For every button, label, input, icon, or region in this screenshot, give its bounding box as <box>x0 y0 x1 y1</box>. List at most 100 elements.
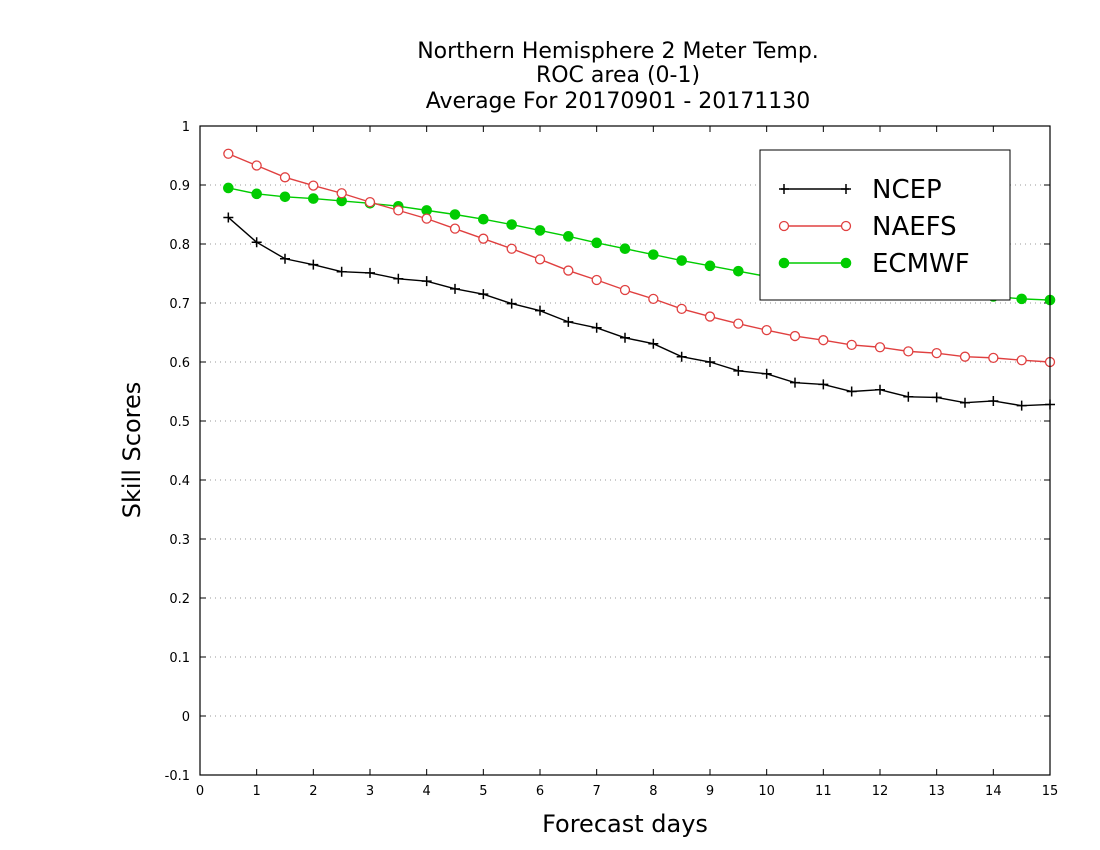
naefs-point <box>279 172 291 183</box>
x-tick-label: 13 <box>928 784 945 799</box>
naefs-point <box>733 318 744 329</box>
naefs-point <box>223 148 234 159</box>
naefs-point <box>931 347 942 359</box>
naefs-point <box>818 335 829 346</box>
naefs-point <box>761 324 772 336</box>
ncep-point <box>875 384 885 395</box>
naefs-point <box>308 180 319 191</box>
x-tick-label: 5 <box>479 784 487 799</box>
naefs-point <box>648 293 659 305</box>
naefs-point <box>591 274 602 286</box>
ncep-point <box>421 276 432 287</box>
naefs-point <box>364 196 376 208</box>
ecmwf-point <box>251 188 262 200</box>
legend-marker-ecmwf <box>778 257 790 269</box>
ncep-point <box>563 316 574 327</box>
legend-item-ecmwf: ECMWF <box>778 249 970 279</box>
naefs-point <box>393 205 404 216</box>
chart-title: Northern Hemisphere 2 Meter Temp. ROC ar… <box>417 39 819 114</box>
y-tick-label: 0.3 <box>169 533 190 548</box>
y-tick-label: 0.6 <box>169 356 190 371</box>
x-tick-label: 1 <box>253 784 261 799</box>
naefs-point <box>903 346 914 357</box>
ecmwf-point <box>279 191 291 203</box>
series-ncep <box>223 212 1055 411</box>
legend-label-ncep: NCEP <box>872 175 942 205</box>
legend-item-naefs: NAEFS <box>778 212 957 242</box>
ncep-point <box>761 368 772 379</box>
ncep-point <box>846 386 857 397</box>
ncep-point <box>336 266 347 277</box>
x-tick-label: 10 <box>758 784 775 799</box>
naefs-point <box>789 330 801 342</box>
series-naefs <box>223 148 1056 368</box>
ecmwf-point <box>1016 293 1027 305</box>
x-tick-label: 7 <box>593 784 601 799</box>
ecmwf-point <box>591 237 602 249</box>
legend-box <box>759 149 1011 301</box>
ecmwf-point <box>449 209 461 220</box>
y-tick-label: 0.4 <box>169 474 190 489</box>
y-tick-label: 0 <box>182 710 190 725</box>
naefs-point <box>846 339 857 351</box>
naefs-point <box>1016 355 1027 366</box>
legend: NCEP NAEFS ECMWF <box>759 149 1011 301</box>
x-tick-label: 9 <box>706 784 714 799</box>
ncep-point <box>1016 400 1027 411</box>
ncep-point <box>506 298 517 309</box>
ncep-point <box>251 237 262 248</box>
ncep-point <box>393 273 404 284</box>
naefs-point <box>704 311 716 322</box>
naefs-point <box>563 265 574 276</box>
ncep-point <box>988 395 999 406</box>
legend-marker-ncep <box>841 184 851 194</box>
title-line-2: ROC area (0-1) <box>536 63 700 88</box>
ecmwf-point <box>478 213 489 225</box>
ncep-point <box>648 338 659 349</box>
naefs-point <box>959 351 971 362</box>
y-tick-label: 0.8 <box>169 238 190 253</box>
naefs-point <box>874 342 886 353</box>
ecmwf-point <box>506 219 517 230</box>
y-tick-label: 0.2 <box>169 592 190 607</box>
naefs-point <box>619 284 631 296</box>
x-tick-label: 15 <box>1042 784 1059 799</box>
ncep-point <box>223 212 234 223</box>
naefs-point <box>478 233 489 244</box>
ncep-point <box>733 365 744 376</box>
ncep-point <box>620 332 630 343</box>
ncep-point <box>535 305 545 316</box>
ncep-point <box>365 267 375 278</box>
ncep-point <box>960 397 970 408</box>
legend-marker-ecmwf <box>840 257 852 269</box>
y-tick-label: 0.7 <box>169 297 190 312</box>
ncep-point <box>280 253 290 264</box>
ncep-point <box>931 392 942 403</box>
plot-frame <box>199 125 1051 776</box>
naefs-point <box>449 223 461 234</box>
x-tick-label: 14 <box>985 784 1002 799</box>
legend-marker-ncep <box>779 184 789 194</box>
title-line-3: Average For 20170901 - 20171130 <box>426 89 811 114</box>
legend-label-ecmwf: ECMWF <box>872 249 970 279</box>
legend-marker-naefs <box>840 220 852 232</box>
naefs-point <box>506 243 517 254</box>
x-tick-label: 8 <box>649 784 657 799</box>
ecmwf-point <box>563 231 574 242</box>
ncep-point <box>903 391 914 402</box>
y-tick-label: -0.1 <box>165 769 190 784</box>
ecmwf-point <box>648 249 659 260</box>
x-tick-label: 12 <box>872 784 889 799</box>
naefs-point <box>251 160 262 171</box>
ecmwf-point <box>308 193 319 204</box>
legend-label-naefs: NAEFS <box>872 212 957 242</box>
ncep-point <box>478 289 489 300</box>
naefs-point <box>534 254 546 265</box>
naefs-point <box>988 352 999 364</box>
ncep-point <box>818 379 829 390</box>
ncep-point <box>308 259 319 270</box>
x-tick-label: 0 <box>196 784 204 799</box>
y-tick-label: 0.9 <box>169 179 190 194</box>
